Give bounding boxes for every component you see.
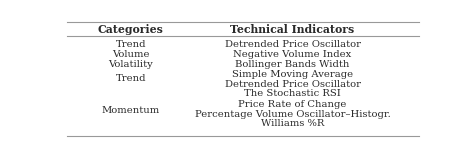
- Text: Bollinger Bands Width: Bollinger Bands Width: [235, 61, 350, 69]
- Text: Percentage Volume Oscillator–Histogr.: Percentage Volume Oscillator–Histogr.: [195, 110, 391, 119]
- Text: Simple Moving Average: Simple Moving Average: [232, 70, 353, 79]
- Text: Negative Volume Index: Negative Volume Index: [233, 50, 352, 59]
- Text: Williams %R: Williams %R: [261, 119, 324, 128]
- Text: Volume: Volume: [112, 50, 150, 59]
- Text: Trend: Trend: [116, 40, 146, 49]
- Text: Detrended Price Oscillator: Detrended Price Oscillator: [225, 40, 361, 49]
- Text: Trend: Trend: [116, 74, 146, 83]
- Text: Technical Indicators: Technical Indicators: [230, 24, 355, 35]
- Text: Price Rate of Change: Price Rate of Change: [238, 100, 346, 109]
- Text: Categories: Categories: [98, 24, 164, 35]
- Text: Detrended Price Oscillator: Detrended Price Oscillator: [225, 80, 361, 89]
- Text: The Stochastic RSI: The Stochastic RSI: [244, 89, 341, 98]
- Text: Volatility: Volatility: [109, 61, 153, 69]
- Text: Momentum: Momentum: [102, 106, 160, 115]
